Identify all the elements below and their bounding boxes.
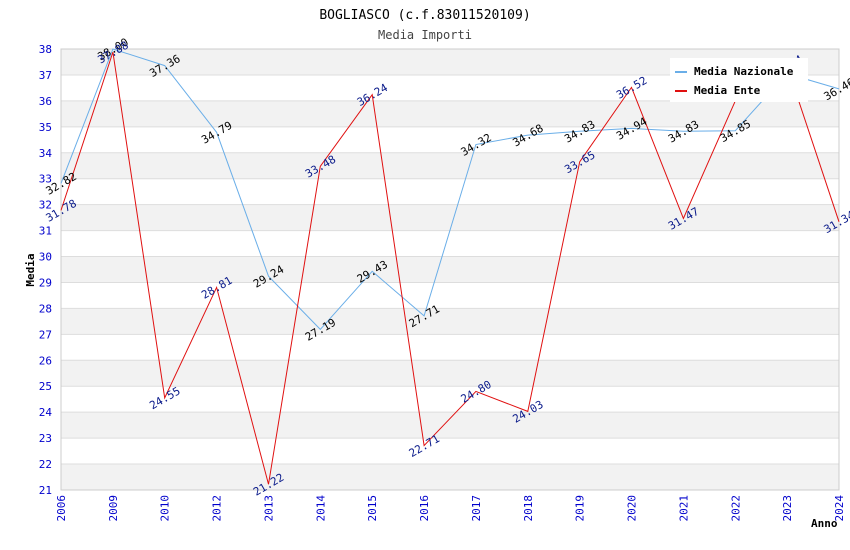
x-tick-label: 2022 <box>729 495 742 522</box>
x-tick-label: 2021 <box>677 495 690 522</box>
x-tick-label: 2020 <box>626 495 639 522</box>
x-tick-label: 2014 <box>314 495 327 522</box>
x-tick-label: 2016 <box>418 495 431 522</box>
y-tick-label: 21 <box>39 484 52 497</box>
grid-band <box>61 100 839 127</box>
grid-band <box>61 230 839 257</box>
x-tick-label: 2018 <box>522 495 535 522</box>
grid-band <box>61 464 839 490</box>
y-tick-label: 33 <box>39 173 52 186</box>
x-tick-label: 2010 <box>159 495 172 522</box>
x-tick-label: 2013 <box>262 495 275 522</box>
chart-subtitle: Media Importi <box>378 28 472 42</box>
grid-band <box>61 152 839 179</box>
x-tick-label: 2024 <box>833 495 846 522</box>
grid-band <box>61 178 839 205</box>
x-axis-ticks: 2006 2009 2010 2012 2013 2014 2015 2016 2017 2018… <box>55 495 846 522</box>
x-tick-label: 2019 <box>574 495 587 522</box>
legend-label-ente: Media Ente <box>694 84 761 97</box>
y-tick-label: 27 <box>39 328 52 341</box>
chart-title: BOGLIASCO (c.f.83011520109) <box>319 8 530 23</box>
grid-band <box>61 438 839 465</box>
y-tick-label: 36 <box>39 95 52 108</box>
y-tick-label: 35 <box>39 121 52 134</box>
x-tick-label: 2006 <box>55 495 68 522</box>
x-tick-label: 2023 <box>781 495 794 522</box>
legend: Media Nazionale Media Ente <box>670 58 808 102</box>
x-tick-label: 2009 <box>107 495 120 522</box>
y-axis-ticks: 21 22 23 24 25 26 27 28 29 30 31 32 33 34 35 36 37 38 <box>39 43 53 497</box>
y-tick-label: 30 <box>39 251 52 264</box>
grid-band <box>61 334 839 361</box>
y-axis-label: Media <box>24 253 37 286</box>
series-lines <box>60 48 840 485</box>
grid-band <box>61 204 839 231</box>
grid-band <box>61 308 839 335</box>
y-tick-label: 34 <box>39 147 53 160</box>
y-tick-label: 29 <box>39 276 52 289</box>
y-tick-label: 26 <box>39 354 52 367</box>
y-tick-label: 31 <box>39 225 52 238</box>
y-tick-label: 24 <box>39 406 53 419</box>
legend-box <box>670 58 808 102</box>
y-tick-label: 22 <box>39 458 52 471</box>
y-tick-label: 28 <box>39 302 52 315</box>
y-tick-label: 37 <box>39 69 52 82</box>
series-line-media-nazionale <box>60 48 840 331</box>
x-axis-label: Anno <box>811 517 838 530</box>
plot-frame <box>60 48 840 491</box>
plot-background <box>60 48 840 491</box>
grid-band <box>61 360 839 387</box>
y-tick-label: 32 <box>39 199 52 212</box>
grid-band <box>61 412 839 439</box>
grid-band <box>61 386 839 413</box>
y-tick-label: 38 <box>39 43 52 56</box>
legend-label-nazionale: Media Nazionale <box>694 65 794 78</box>
y-tick-label: 25 <box>39 380 52 393</box>
x-tick-label: 2012 <box>211 495 224 522</box>
grid-band <box>61 256 839 283</box>
y-tick-label: 23 <box>39 432 52 445</box>
x-tick-label: 2017 <box>470 495 483 522</box>
grid-band <box>61 282 839 309</box>
series-line-media-ente <box>60 51 840 485</box>
x-tick-label: 2015 <box>366 495 379 522</box>
